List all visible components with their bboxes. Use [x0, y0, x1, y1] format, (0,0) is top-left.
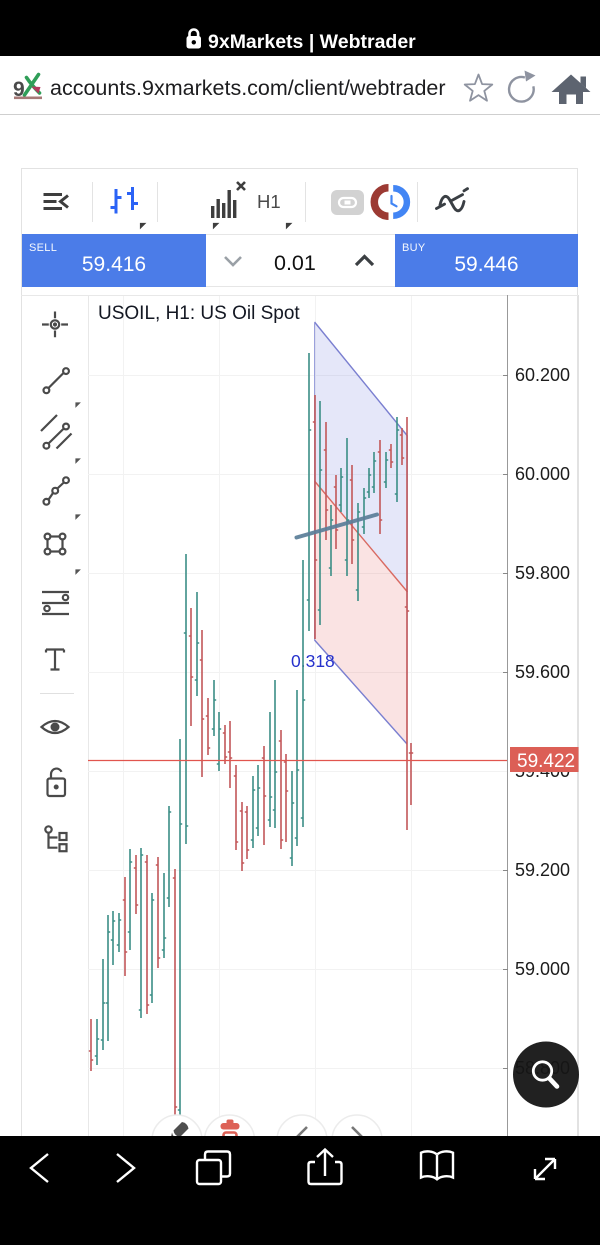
- svg-text:H1: H1: [257, 191, 281, 212]
- svg-text:0.01: 0.01: [274, 251, 316, 275]
- svg-text:59.000: 59.000: [515, 959, 570, 979]
- svg-text:accounts.9xmarkets.com/client/: accounts.9xmarkets.com/client/webtrader: [50, 76, 446, 100]
- svg-text:59.800: 59.800: [515, 563, 570, 583]
- svg-text:9xMarkets | Webtrader: 9xMarkets | Webtrader: [208, 31, 416, 53]
- svg-text:60.200: 60.200: [515, 365, 570, 385]
- svg-text:9: 9: [13, 78, 25, 101]
- svg-text:USOIL, H1: US Oil Spot: USOIL, H1: US Oil Spot: [98, 303, 300, 324]
- svg-text:59.200: 59.200: [515, 860, 570, 880]
- svg-text:60.000: 60.000: [515, 464, 570, 484]
- svg-text:59.422: 59.422: [517, 751, 575, 772]
- svg-text:0.318: 0.318: [291, 651, 335, 671]
- svg-text:59.600: 59.600: [515, 662, 570, 682]
